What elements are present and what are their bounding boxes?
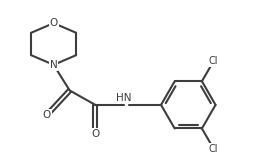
Text: Cl: Cl bbox=[209, 56, 218, 66]
Text: O: O bbox=[42, 110, 51, 120]
Text: HN: HN bbox=[116, 93, 132, 103]
Text: Cl: Cl bbox=[209, 144, 218, 154]
Text: N: N bbox=[50, 60, 58, 70]
Text: O: O bbox=[50, 18, 58, 28]
Text: O: O bbox=[91, 129, 99, 139]
